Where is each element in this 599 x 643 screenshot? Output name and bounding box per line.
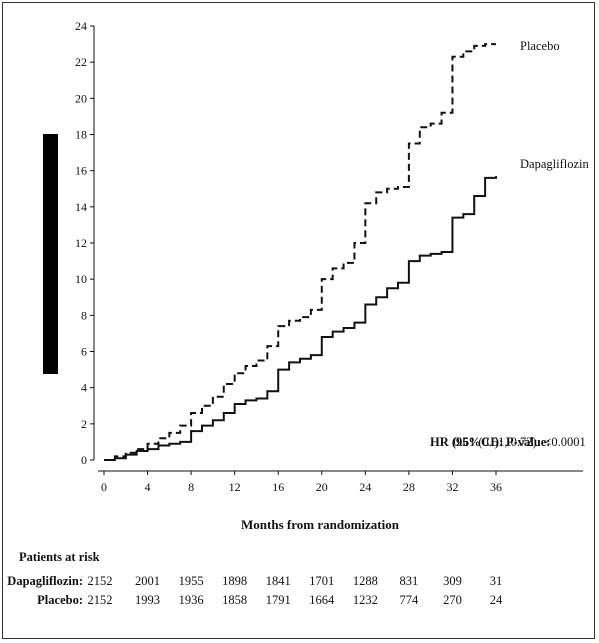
risk-value: 831	[399, 574, 419, 588]
y-tick-label: 0	[81, 453, 87, 467]
hr-value: 0.61 (0.51, 0.72)	[453, 435, 536, 449]
risk-table-title: Patients at risk	[19, 550, 100, 564]
y-tick-label: 22	[75, 55, 87, 69]
risk-value: 31	[489, 574, 503, 588]
y-tick-label: 6	[81, 345, 87, 359]
y-tick-label: 4	[81, 381, 87, 395]
y-tick-label: 8	[81, 308, 87, 322]
risk-value: 1898	[222, 574, 248, 588]
series-lines	[104, 43, 497, 461]
risk-value: 1701	[309, 574, 335, 588]
series-line-dapagliflozin	[104, 176, 497, 461]
risk-row-label: Placebo:	[37, 593, 83, 607]
x-tick-label: 0	[101, 480, 107, 494]
y-tick-label: 20	[75, 91, 87, 105]
x-tick-label: 28	[403, 480, 415, 494]
x-tick-label: 24	[359, 480, 371, 494]
risk-value: 2152	[87, 574, 113, 588]
hr-label: HR (95%CI):	[430, 435, 503, 449]
risk-value: 1936	[178, 593, 204, 607]
x-tick-label: 20	[316, 480, 328, 494]
risk-value: 1791	[265, 593, 291, 607]
p-value-label: P-value:	[506, 435, 550, 449]
risk-value: 1232	[352, 593, 378, 607]
y-tick-label: 18	[75, 128, 87, 142]
y-tick-label: 10	[75, 272, 87, 286]
y-tick-label: 12	[75, 236, 87, 250]
legend-label-placebo: Placebo	[520, 39, 560, 53]
x-tick-label: 16	[272, 480, 284, 494]
x-tick-label: 4	[145, 480, 151, 494]
risk-value: 774	[399, 593, 419, 607]
risk-value: 270	[443, 593, 462, 607]
x-tick-label: 8	[188, 480, 194, 494]
risk-value: 1858	[222, 593, 248, 607]
y-tick-label: 24	[75, 19, 87, 33]
x-axis-label: Months from randomization	[241, 517, 400, 532]
y-tick-label: 14	[75, 200, 87, 214]
x-tick-label: 12	[229, 480, 241, 494]
risk-value: 1955	[178, 574, 204, 588]
x-tick-label: 32	[446, 480, 458, 494]
x-tick-label: 36	[490, 480, 502, 494]
risk-value: 1841	[265, 574, 291, 588]
risk-row-label: Dapagliflozin:	[7, 574, 83, 588]
risk-value: 1993	[135, 593, 161, 607]
y-tick-label: 2	[81, 417, 87, 431]
p-value: <0.0001	[544, 435, 585, 449]
y-tick-label: 16	[75, 164, 87, 178]
risk-value: 2001	[135, 574, 161, 588]
legend-label-dapagliflozin: Dapagliflozin	[520, 157, 589, 171]
risk-value: 24	[489, 593, 503, 607]
risk-value: 2152	[87, 593, 113, 607]
redaction-bar	[43, 134, 58, 374]
risk-value: 1288	[352, 574, 378, 588]
series-line-placebo	[104, 43, 496, 461]
risk-value: 1664	[309, 593, 335, 607]
risk-value: 309	[443, 574, 462, 588]
x-axis: 0 4 8 12 16 20 24 28 32 36	[98, 470, 583, 494]
